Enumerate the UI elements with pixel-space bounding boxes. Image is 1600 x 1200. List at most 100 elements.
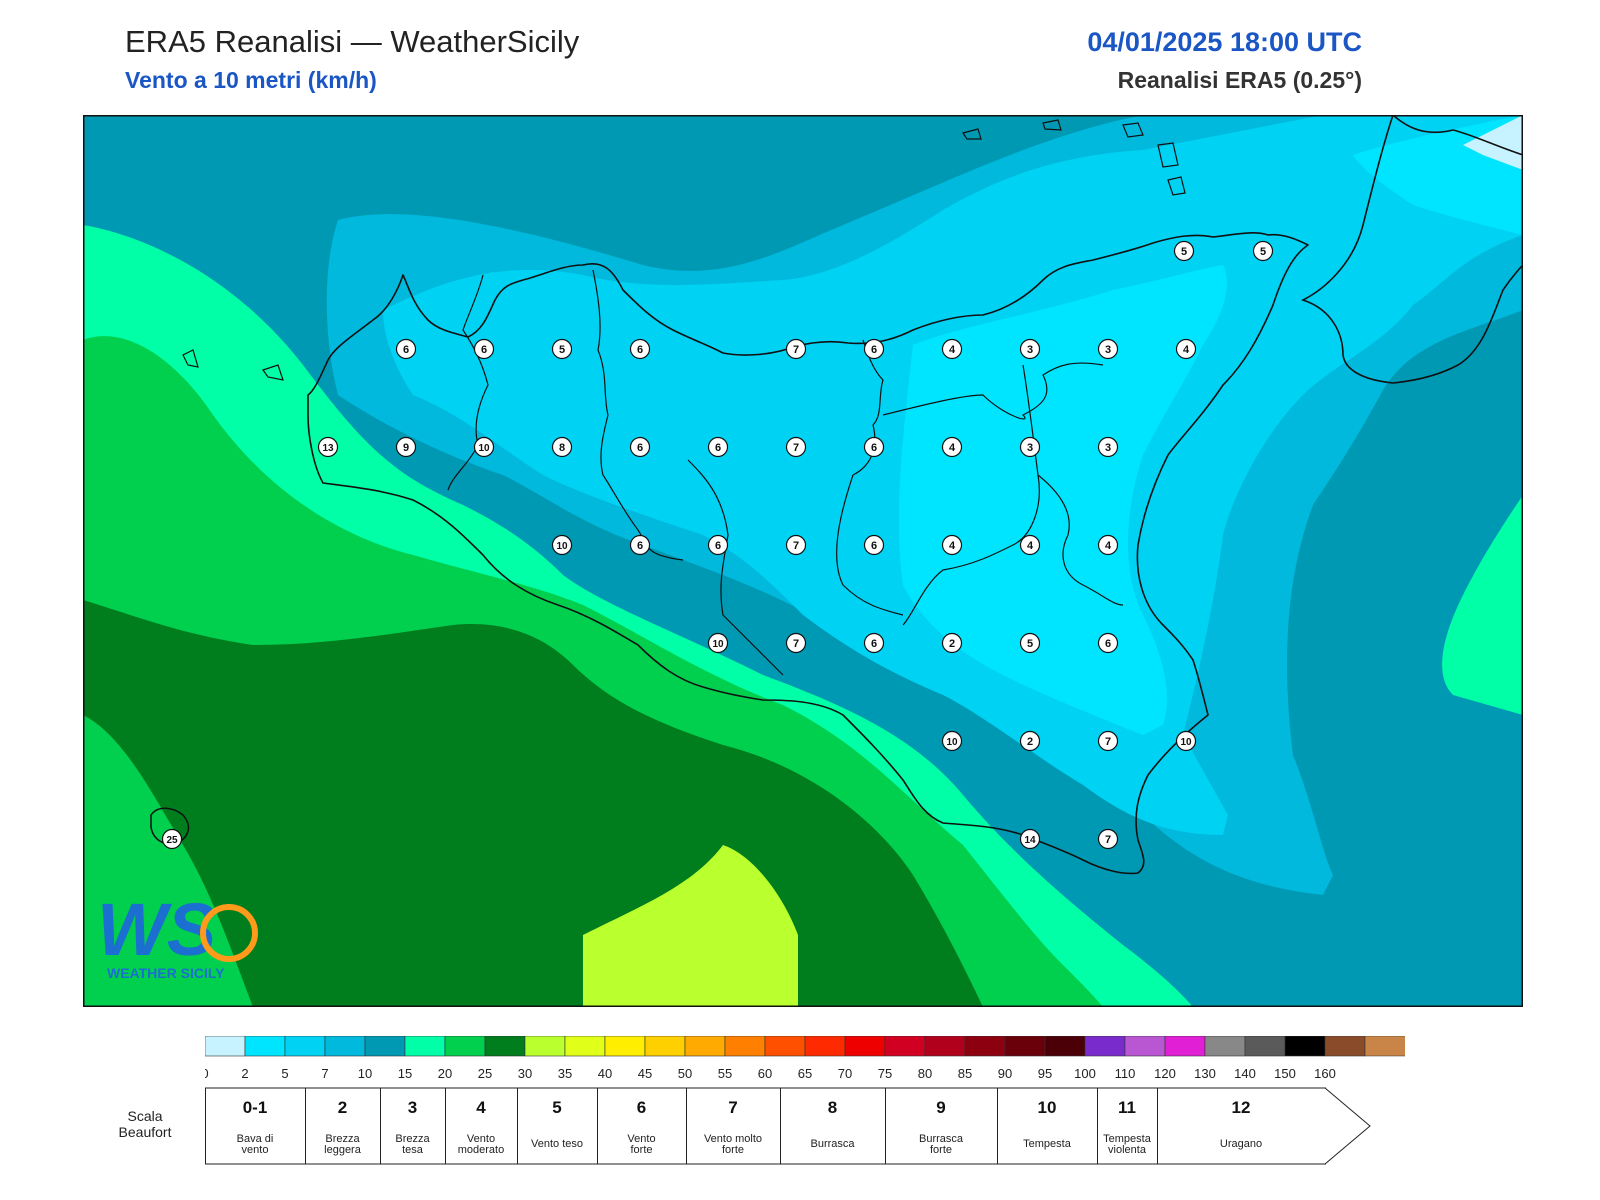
colorbar-tick-label: 10	[358, 1066, 372, 1081]
weather-sicily-logo: WS WEATHER SICILY	[97, 888, 258, 981]
station-marker: 7	[785, 338, 807, 360]
station-marker-circle	[1175, 338, 1197, 360]
station-marker-circle	[1019, 632, 1041, 654]
station-marker: 4	[1019, 534, 1041, 556]
station-marker-circle	[551, 338, 573, 360]
station-marker: 2	[941, 632, 963, 654]
colorbar-segment	[884, 1036, 926, 1057]
colorbar-segment	[964, 1036, 1006, 1057]
station-value: 9	[403, 442, 409, 454]
colorbar-segment	[524, 1036, 566, 1057]
station-marker: 2	[1019, 730, 1041, 752]
station-marker-circle	[1097, 632, 1119, 654]
colorbar-segment	[1284, 1036, 1326, 1057]
station-marker-circle	[707, 632, 729, 654]
beaufort-cell	[380, 1087, 446, 1165]
beaufort-description: Uragano	[1220, 1138, 1262, 1150]
station-marker-circle	[785, 534, 807, 556]
station-value: 3	[1105, 344, 1111, 356]
colorbar-tick-label: 120	[1154, 1066, 1176, 1081]
station-marker-circle	[941, 730, 963, 752]
colorbar-segment	[205, 1036, 246, 1057]
logo-sun-icon	[200, 904, 258, 962]
colorbar-tick-label: 90	[998, 1066, 1012, 1081]
station-value: 6	[481, 344, 487, 356]
colorbar-tick-label: 150	[1274, 1066, 1296, 1081]
colorbar-tick-label: 45	[638, 1066, 652, 1081]
map-frame	[83, 115, 1523, 1007]
colorbar-segment	[604, 1036, 646, 1057]
station-marker-circle	[473, 436, 495, 458]
colorbar-segment	[324, 1036, 366, 1057]
colorbar-tick-label: 80	[918, 1066, 932, 1081]
colorbar-segment	[804, 1036, 846, 1057]
station-marker: 10	[1175, 730, 1197, 752]
beaufort-cells: 0-1 Bava di vento 2 Brezza leggera 3 Brezza tesa…	[205, 1087, 1371, 1165]
beaufort-description: Brezza leggera	[324, 1133, 362, 1156]
station-value: 6	[637, 344, 643, 356]
station-value: 5	[1027, 638, 1033, 650]
station-marker: 7	[785, 534, 807, 556]
map-title: ERA5 Reanalisi — WeatherSicily	[125, 24, 580, 59]
colorbar-ticks: 0257101520253035404550556065707580859095…	[205, 1066, 1336, 1081]
colorbar-arrow-segment	[1364, 1036, 1405, 1057]
colorbar-tick-label: 40	[598, 1066, 612, 1081]
station-value: 6	[1105, 638, 1111, 650]
station-marker-circle	[941, 436, 963, 458]
station-marker: 5	[551, 338, 573, 360]
station-marker-circle	[317, 436, 339, 458]
colorbar-segment	[724, 1036, 766, 1057]
beaufort-number: 7	[728, 1098, 737, 1117]
station-marker-circle	[629, 534, 651, 556]
station-value: 25	[166, 835, 178, 846]
station-marker: 6	[707, 436, 729, 458]
station-marker: 14	[1019, 828, 1041, 850]
logo-text: WEATHER SICILY	[107, 965, 225, 981]
colorbar-segment	[444, 1036, 486, 1057]
beaufort-number: 4	[476, 1098, 486, 1117]
colorbar-tick-label: 25	[478, 1066, 492, 1081]
egadi-islands	[182, 349, 284, 381]
station-marker: 10	[473, 436, 495, 458]
province-boundaries	[447, 269, 1124, 676]
station-value: 10	[946, 737, 958, 748]
beaufort-cell	[686, 1087, 781, 1165]
station-marker-circle	[707, 436, 729, 458]
station-marker: 10	[941, 730, 963, 752]
beaufort-number: 3	[408, 1098, 417, 1117]
beaufort-number: 12	[1232, 1098, 1251, 1117]
wind-map: 5 56 6 5 6 7 6 4 3 3 413 9 10 8 6 6 7 6 4 3 310 6 6 7 6 4 4 410 7 6 2 5…	[83, 115, 1523, 1007]
colorbar-segment	[1244, 1036, 1286, 1057]
station-marker-circle	[941, 338, 963, 360]
beaufort-description: Burrasca forte	[919, 1133, 964, 1156]
station-marker: 3	[1019, 436, 1041, 458]
station-marker-circle	[1173, 240, 1195, 262]
wind-band-20-25-sw	[83, 715, 253, 1007]
beaufort-cell	[885, 1087, 998, 1165]
station-marker-circle	[395, 338, 417, 360]
station-marker-circle	[1175, 730, 1197, 752]
station-marker-circle	[785, 632, 807, 654]
colorbar-segment	[284, 1036, 326, 1057]
station-value: 6	[715, 540, 721, 552]
station-marker-circle	[551, 534, 573, 556]
station-value: 8	[559, 442, 565, 454]
colorbar-tick-label: 50	[678, 1066, 692, 1081]
colorbar-tick-label: 160	[1314, 1066, 1336, 1081]
colorbar-segment	[484, 1036, 526, 1057]
station-marker-circle	[1252, 240, 1274, 262]
station-marker-circle	[161, 828, 183, 850]
beaufort-cell	[445, 1087, 518, 1165]
station-value: 7	[793, 442, 799, 454]
colorbar-tick-label: 140	[1234, 1066, 1256, 1081]
station-marker: 3	[1019, 338, 1041, 360]
beaufort-number: 5	[552, 1098, 561, 1117]
colorbar-segment	[1124, 1036, 1166, 1057]
station-value: 6	[871, 344, 877, 356]
station-marker: 8	[551, 436, 573, 458]
station-value: 10	[1180, 737, 1192, 748]
colorbar-tick-label: 0	[205, 1066, 209, 1081]
station-value: 10	[712, 639, 724, 650]
colorbar-segment	[1324, 1036, 1366, 1057]
beaufort-arrow	[1324, 1087, 1371, 1165]
